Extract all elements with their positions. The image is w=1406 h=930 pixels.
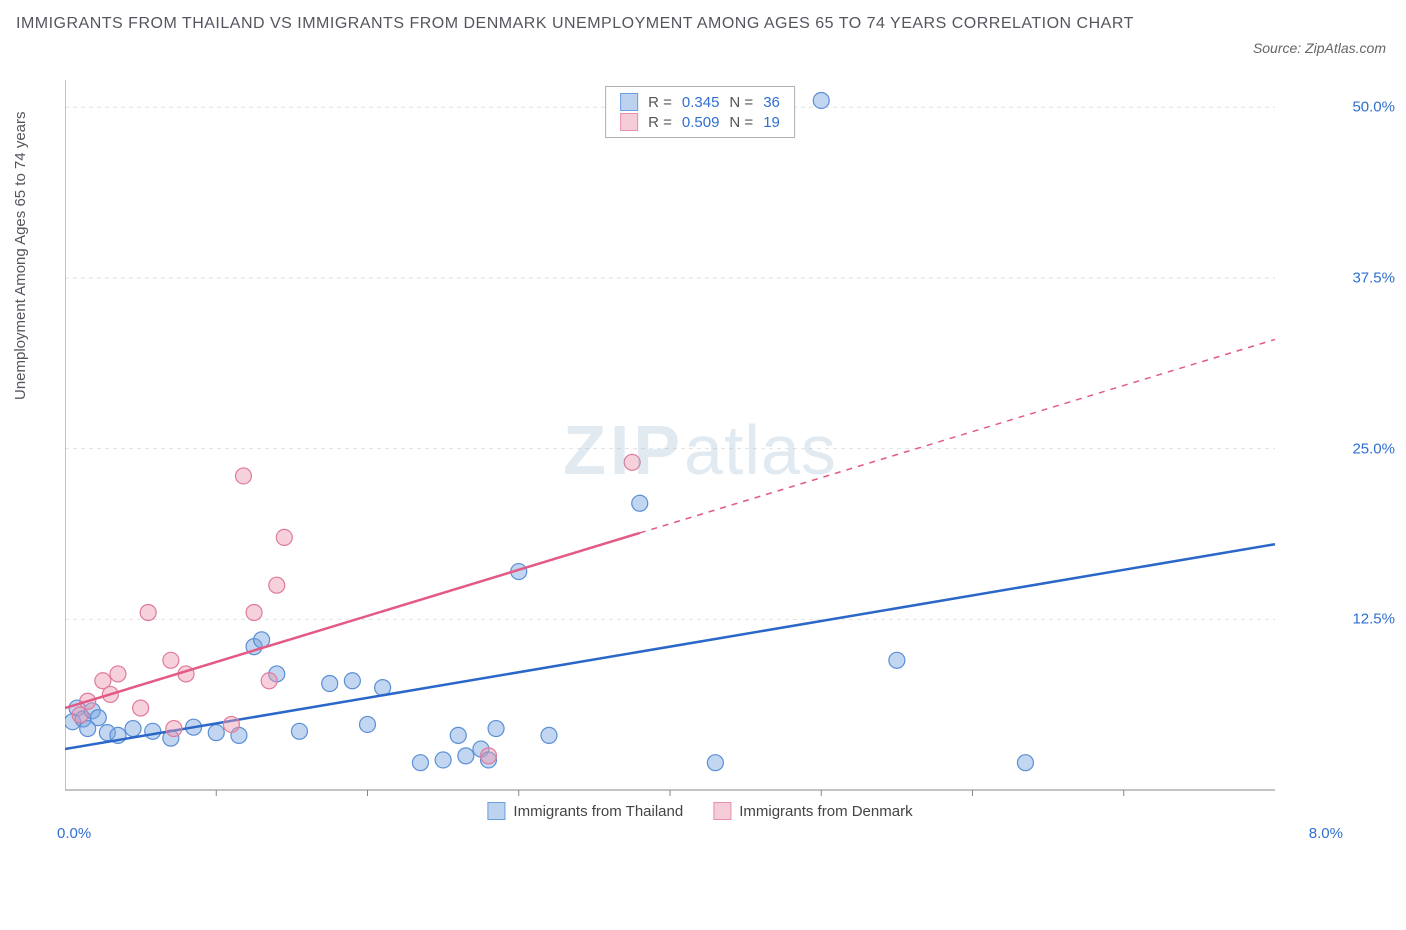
legend-series: Immigrants from Thailand Immigrants from … xyxy=(487,802,912,820)
legend-item: Immigrants from Thailand xyxy=(487,802,683,820)
legend-swatch-icon xyxy=(487,802,505,820)
y-tick-label: 50.0% xyxy=(1352,99,1395,116)
legend-swatch-denmark xyxy=(620,113,638,131)
y-tick-label: 37.5% xyxy=(1352,269,1395,286)
legend-n-value-thailand: 36 xyxy=(763,94,780,111)
legend-n-value-denmark: 19 xyxy=(763,114,780,131)
scatter-plot xyxy=(65,80,1335,820)
legend-swatch-thailand xyxy=(620,93,638,111)
legend-n-label: N = xyxy=(729,114,753,131)
legend-item: Immigrants from Denmark xyxy=(713,802,912,820)
y-tick-label: 12.5% xyxy=(1352,611,1395,628)
legend-swatch-icon xyxy=(713,802,731,820)
chart-title: IMMIGRANTS FROM THAILAND VS IMMIGRANTS F… xyxy=(16,12,1134,36)
x-axis-min-label: 0.0% xyxy=(57,825,91,842)
legend-label: Immigrants from Denmark xyxy=(739,803,912,820)
source-attribution: Source: ZipAtlas.com xyxy=(1253,40,1386,56)
chart-area: ZIPatlas R = 0.345 N = 36 R = 0.509 N = … xyxy=(65,80,1335,820)
legend-r-label: R = xyxy=(648,94,672,111)
legend-n-label: N = xyxy=(729,94,753,111)
legend-r-value-thailand: 0.345 xyxy=(682,94,720,111)
legend-stats: R = 0.345 N = 36 R = 0.509 N = 19 xyxy=(605,86,795,138)
y-axis-label: Unemployment Among Ages 65 to 74 years xyxy=(12,111,29,400)
legend-r-value-denmark: 0.509 xyxy=(682,114,720,131)
legend-label: Immigrants from Thailand xyxy=(513,803,683,820)
y-tick-label: 25.0% xyxy=(1352,440,1395,457)
x-axis-max-label: 8.0% xyxy=(1309,825,1343,842)
legend-r-label: R = xyxy=(648,114,672,131)
